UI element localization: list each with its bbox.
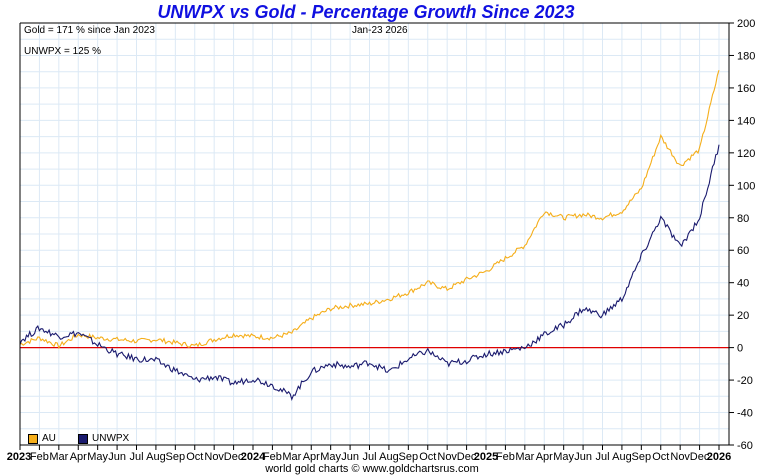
x-tick-label: Dec <box>457 451 477 463</box>
chart-title: UNWPX vs Gold - Percentage Growth Since … <box>157 2 575 22</box>
y-tick-label: 200 <box>737 18 755 30</box>
x-tick-label: Jul <box>129 451 143 463</box>
x-tick-label: Sep <box>399 451 419 463</box>
x-tick-label: Oct <box>652 451 669 463</box>
x-tick-label: May <box>320 451 341 463</box>
x-tick-label: Jul <box>595 451 609 463</box>
gold-summary-text: Gold = 171 % since Jan 2023 <box>24 25 155 36</box>
y-tick-label: 160 <box>737 83 755 95</box>
x-tick-label: Feb <box>30 451 49 463</box>
x-tick-label: 2024 <box>241 451 266 463</box>
date-label: Jan-23 2026 <box>352 25 408 36</box>
x-tick-label: Mar <box>515 451 534 463</box>
y-tick-label: 60 <box>737 245 749 257</box>
series-line-unwpx <box>19 144 720 401</box>
y-tick-label: 140 <box>737 115 755 127</box>
grid <box>19 22 729 446</box>
x-tick-label: Jun <box>341 451 359 463</box>
x-tick-label: Jun <box>108 451 126 463</box>
y-tick-label: 0 <box>737 343 743 355</box>
series-lines <box>19 69 720 401</box>
x-tick-label: Apr <box>536 451 553 463</box>
x-tick-label: Oct <box>186 451 203 463</box>
y-tick-label: 40 <box>737 278 749 290</box>
legend-label-unwpx: UNWPX <box>92 433 130 444</box>
x-tick-label: 2023 <box>7 451 31 463</box>
x-tick-label: Feb <box>263 451 282 463</box>
x-tick-label: May <box>553 451 574 463</box>
unwpx-summary-text: UNWPX = 125 % <box>24 46 101 57</box>
x-tick-label: May <box>87 451 108 463</box>
x-tick-label: Aug <box>146 451 166 463</box>
y-tick-label: -20 <box>737 375 753 387</box>
x-tick-label: Apr <box>70 451 87 463</box>
x-tick-label: Nov <box>437 451 457 463</box>
x-tick-label: 2026 <box>707 451 731 463</box>
x-tick-label: Sep <box>166 451 186 463</box>
y-tick-label: 120 <box>737 148 755 160</box>
x-tick-label: Apr <box>303 451 320 463</box>
legend-item-unwpx: UNWPX <box>78 433 129 444</box>
x-tick-label: Nov <box>670 451 690 463</box>
footer-credit: world gold charts © www.goldchartsrus.co… <box>265 463 479 475</box>
x-tick-label: Sep <box>632 451 652 463</box>
x-tick-label: 2025 <box>474 451 498 463</box>
axes <box>19 22 730 446</box>
x-tick-label: Aug <box>379 451 399 463</box>
x-tick-label: Mar <box>282 451 301 463</box>
x-tick-label: Dec <box>224 451 244 463</box>
legend-swatch-unwpx <box>78 433 88 444</box>
x-tick-label: Dec <box>690 451 710 463</box>
y-tick-label: 180 <box>737 50 755 62</box>
series-line-au <box>19 69 720 350</box>
x-tick-label: Feb <box>496 451 515 463</box>
y-tick-label: -60 <box>737 440 753 452</box>
x-tick-label: Jul <box>362 451 376 463</box>
x-tick-label: Aug <box>612 451 632 463</box>
legend-label-au: AU <box>42 433 56 444</box>
legend-item-au: AU <box>28 433 56 444</box>
x-tick-label: Mar <box>49 451 68 463</box>
y-tick-label: -40 <box>737 408 753 420</box>
y-tick-label: 100 <box>737 180 755 192</box>
x-tick-label: Jun <box>574 451 592 463</box>
legend-swatch-au <box>28 433 38 444</box>
y-tick-label: 80 <box>737 213 749 225</box>
x-tick-label: Nov <box>204 451 224 463</box>
x-tick-label: Oct <box>419 451 436 463</box>
y-tick-label: 20 <box>737 310 749 322</box>
